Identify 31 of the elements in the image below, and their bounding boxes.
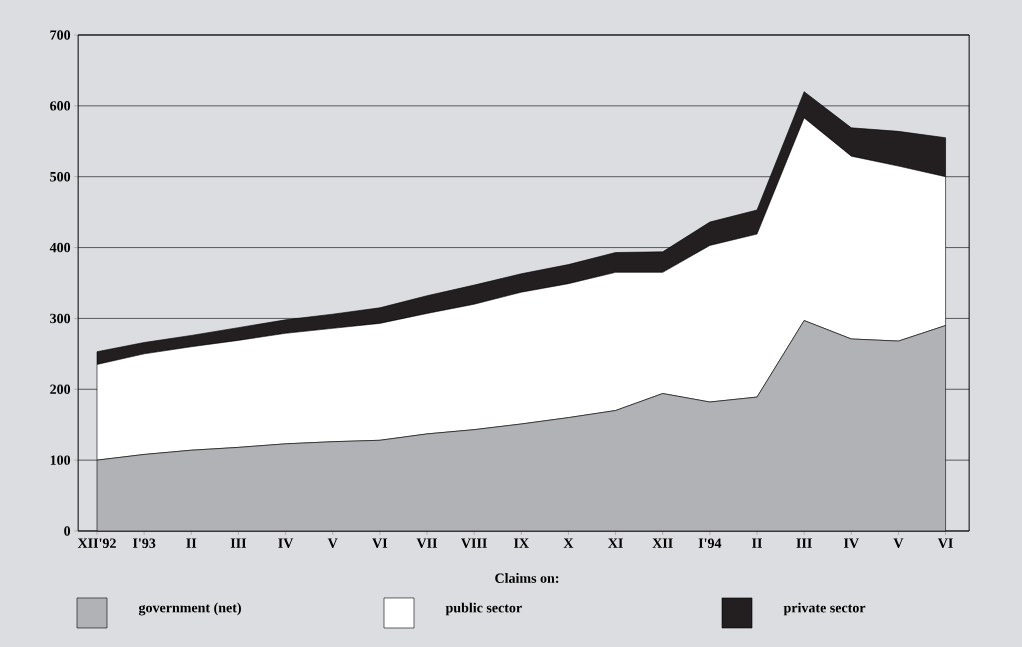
x-tick-label: II xyxy=(186,538,197,548)
x-tick-label: I'94 xyxy=(698,538,722,548)
y-tick-label: 500 xyxy=(50,171,71,182)
x-tick-label: V xyxy=(893,538,904,548)
legend-title: Claims on: xyxy=(495,573,559,583)
x-tick-label: VIII xyxy=(461,538,487,548)
x-tick-label: I'93 xyxy=(132,538,156,548)
y-tick-label: 400 xyxy=(49,242,71,253)
x-tick-label: XI xyxy=(608,538,623,548)
x-tick-label: V xyxy=(327,538,338,548)
legend-label: public sector xyxy=(445,602,522,616)
x-tick-label: IV xyxy=(278,538,294,548)
legend-label: government (net) xyxy=(138,602,241,616)
y-tick-label: 0 xyxy=(64,526,71,536)
y-tick-label: 300 xyxy=(50,313,71,324)
x-tick-label: XII xyxy=(652,538,673,548)
x-tick-label: IV xyxy=(843,538,859,548)
x-tick-label: III xyxy=(230,538,247,548)
x-tick-label: VII xyxy=(416,538,438,548)
x-tick-label: X xyxy=(563,538,574,548)
x-tick-label: IX xyxy=(513,538,529,548)
y-tick-label: 100 xyxy=(50,455,71,465)
y-tick-label: 600 xyxy=(50,101,71,111)
x-tick-label: VI xyxy=(937,538,953,548)
legend-label: private sector xyxy=(783,602,866,616)
y-tick-label: 200 xyxy=(50,384,71,394)
y-tick-label: 700 xyxy=(50,30,71,40)
x-tick-label: III xyxy=(796,538,812,548)
x-tick-label: VI xyxy=(372,538,388,548)
x-tick-label: II xyxy=(752,538,762,548)
x-tick-label: XII'92 xyxy=(77,538,116,548)
